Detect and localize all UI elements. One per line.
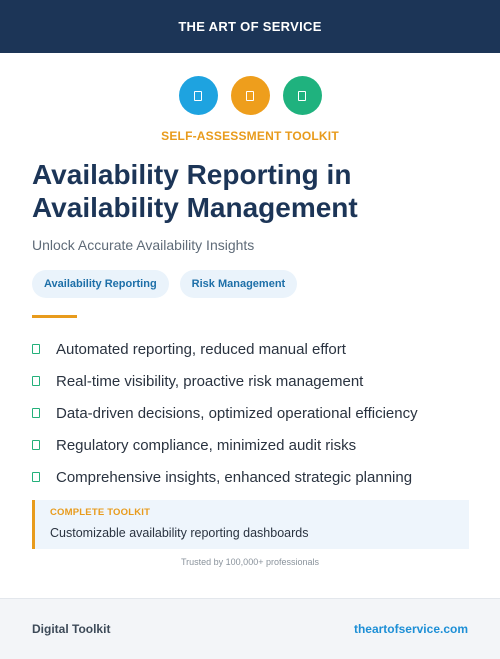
divider <box>32 315 77 318</box>
list-item: Automated reporting, reduced manual effo… <box>32 333 472 365</box>
toolkit-callout: COMPLETE TOOLKIT Customizable availabili… <box>32 500 469 549</box>
list-item: Comprehensive insights, enhanced strateg… <box>32 461 472 493</box>
document-icon <box>194 90 202 101</box>
subtitle: Unlock Accurate Availability Insights <box>32 237 255 253</box>
list-item: Real-time visibility, proactive risk man… <box>32 365 472 397</box>
kicker-label: SELF-ASSESSMENT TOOLKIT <box>161 129 339 143</box>
document-icon <box>298 90 306 101</box>
callout-label: COMPLETE TOOLKIT <box>50 507 151 518</box>
check-icon <box>32 376 40 386</box>
benefit-text: Regulatory compliance, minimized audit r… <box>56 436 357 454</box>
icon-row <box>0 76 500 115</box>
page-title: Availability Reporting in Availability M… <box>32 159 358 223</box>
top-banner: THE ART OF SERVICE <box>0 0 500 53</box>
list-item: Data-driven decisions, optimized operati… <box>32 397 472 429</box>
benefit-text: Comprehensive insights, enhanced strateg… <box>56 468 413 486</box>
benefit-text: Automated reporting, reduced manual effo… <box>56 340 346 358</box>
benefit-list: Automated reporting, reduced manual effo… <box>32 333 472 493</box>
check-icon <box>32 440 40 450</box>
tag-availability-reporting: Availability Reporting <box>32 270 169 298</box>
brand-name: THE ART OF SERVICE <box>178 19 322 34</box>
website-link[interactable]: theartofservice.com <box>353 622 468 636</box>
icon-circle-orange <box>230 76 270 115</box>
check-icon <box>32 472 40 482</box>
callout-text: Customizable availability reporting dash… <box>50 526 309 540</box>
icon-circle-blue <box>178 76 218 115</box>
document-icon <box>246 90 254 101</box>
check-icon <box>32 408 40 418</box>
benefit-text: Data-driven decisions, optimized operati… <box>56 404 418 422</box>
trusted-note: Trusted by 100,000+ professionals <box>180 557 319 567</box>
footer-label: Digital Toolkit <box>32 622 111 636</box>
benefit-text: Real-time visibility, proactive risk man… <box>56 372 364 390</box>
icon-circle-green <box>282 76 322 115</box>
list-item: Regulatory compliance, minimized audit r… <box>32 429 472 461</box>
footer: Digital Toolkit theartofservice.com <box>0 598 500 659</box>
tag-risk-management: Risk Management <box>179 270 298 298</box>
tag-list: Availability Reporting Risk Management <box>32 270 298 298</box>
check-icon <box>32 344 40 354</box>
